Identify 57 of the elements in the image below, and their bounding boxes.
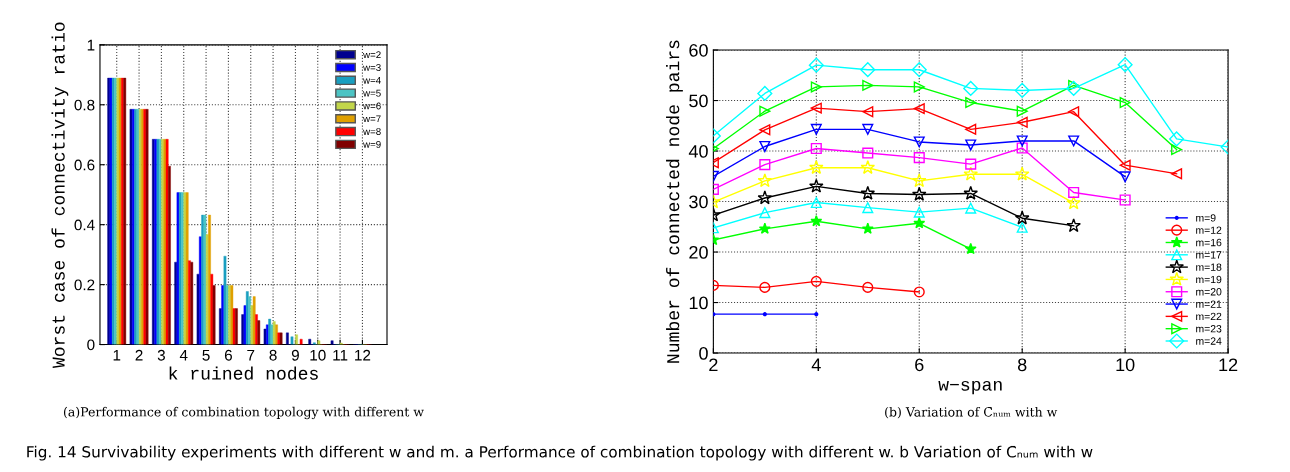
y-tick-label: 0.4 [74, 219, 95, 231]
legend-label: m=19 [1196, 275, 1222, 284]
x-tick-label: 8 [1017, 358, 1027, 372]
y-tick-label: 0 [87, 339, 95, 351]
x-tick-label: 4 [811, 358, 821, 371]
y-tick-label: 50 [689, 94, 708, 108]
legend-label: w=3 [363, 64, 381, 71]
legend-label: w=2 [363, 51, 381, 59]
x-tick-label: 12 [1219, 358, 1238, 371]
text: (b) Variation of C̄ₙᵤₘ with w [885, 406, 1058, 419]
x-tick-label: 1 [113, 349, 121, 361]
y-axis-title: Number of connected node pairs [666, 40, 683, 363]
x-axis-title: k ruined nodes [169, 366, 318, 380]
x-tick-label: 11 [333, 349, 348, 361]
y-tick-label: 30 [689, 195, 708, 209]
y-tick-label: 10 [689, 296, 708, 310]
legend-label: m=24 [1196, 337, 1222, 345]
legend-label: m=21 [1196, 300, 1222, 308]
legend-label: m=22 [1196, 312, 1222, 321]
legend-label: w=4 [363, 76, 381, 84]
y-axis-title: Worst case of connectivity ratio [51, 22, 69, 369]
y-tick-label: 1 [87, 39, 95, 51]
legend-label: w=6 [363, 102, 381, 110]
y-tick-label: 0 [699, 346, 708, 360]
legend-label: m=20 [1196, 288, 1222, 296]
y-tick-label: 0.6 [74, 159, 95, 171]
legend-label: m=16 [1196, 238, 1222, 247]
x-axis-title: w−span [938, 380, 1002, 395]
y-tick-label: 20 [689, 245, 708, 259]
x-tick-label: 5 [202, 349, 210, 361]
legend-label: m=12 [1196, 226, 1222, 234]
x-tick-label: 9 [291, 349, 299, 361]
x-tick-label: 12 [355, 349, 371, 361]
x-tick-label: 2 [709, 358, 718, 371]
legend-label: m=23 [1196, 325, 1222, 333]
x-tick-label: 7 [247, 349, 255, 361]
caption: Fig. 14 Survivability experiments with different w and m. a Performance of combination topology with different w. b Variation of C̄ₙᵤₘ with w [27, 445, 1093, 461]
legend-label: m=9 [1196, 214, 1216, 222]
legend-label: w=7 [363, 115, 381, 123]
x-tick-label: 4 [179, 349, 188, 361]
x-tick-label: 6 [915, 358, 924, 372]
y-tick-label: 40 [688, 144, 708, 158]
legend-label: m=17 [1196, 251, 1222, 259]
x-tick-label: 3 [157, 349, 165, 361]
legend-label: w=9 [363, 140, 381, 148]
y-tick-label: 0.8 [74, 99, 95, 111]
x-tick-label: 10 [310, 349, 326, 361]
x-tick-label: 2 [135, 349, 143, 361]
legend-label: w=5 [363, 89, 381, 97]
y-tick-label: 60 [689, 43, 708, 57]
y-tick-label: 0.2 [74, 279, 95, 291]
x-tick-label: 10 [1116, 358, 1135, 372]
x-tick-label: 6 [224, 349, 232, 361]
legend-label: w=8 [363, 128, 381, 136]
x-tick-label: 8 [269, 349, 277, 361]
text: (a)Performance of combination topology with different w [63, 406, 424, 420]
legend-label: m=18 [1196, 263, 1222, 271]
